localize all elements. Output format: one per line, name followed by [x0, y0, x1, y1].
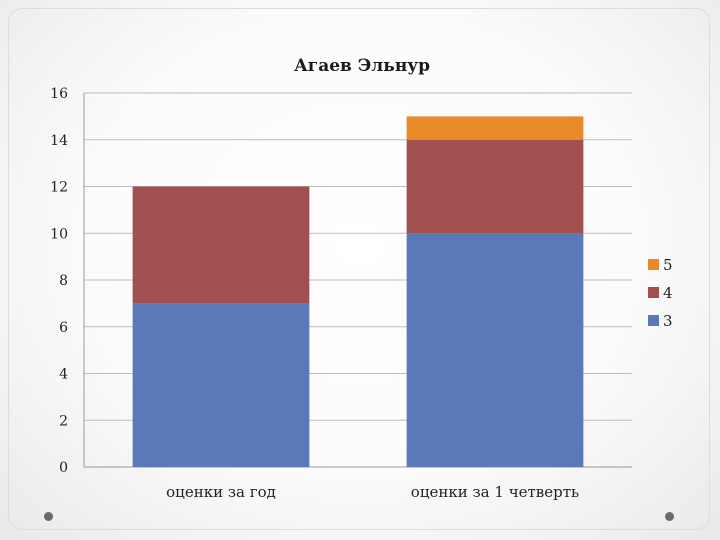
y-tick-label-6: 6	[59, 320, 68, 336]
legend-swatch-4	[648, 287, 659, 298]
y-tick-label-14: 14	[50, 133, 68, 149]
bars	[132, 116, 584, 467]
bar-0-series-4	[132, 186, 310, 304]
legend-swatch-3	[648, 315, 659, 326]
y-axis-ticks: 0 2 4 6 8 10 12 14 16	[50, 86, 68, 476]
legend-swatch-5	[648, 259, 659, 270]
category-label-0: оценки за год	[166, 483, 276, 501]
bar-1-series-5	[406, 116, 584, 140]
y-tick-label-4: 4	[59, 367, 68, 383]
category-label-1: оценки за 1 четверть	[411, 483, 579, 501]
bar-1-series-3	[406, 233, 584, 467]
legend-label-4: 4	[663, 284, 673, 302]
corner-dot-left	[44, 512, 53, 521]
corner-dot-right	[665, 512, 674, 521]
chart-title: Агаев Эльнур	[294, 56, 430, 76]
x-axis-categories: оценки за год оценки за 1 четверть	[166, 483, 579, 501]
bar-1-series-4	[406, 139, 584, 234]
y-tick-label-10: 10	[50, 226, 68, 242]
y-tick-label-2: 2	[59, 413, 68, 429]
y-tick-label-8: 8	[59, 273, 68, 289]
slide-frame	[8, 8, 710, 530]
legend-label-3: 3	[663, 312, 673, 330]
bar-0-series-3	[132, 303, 310, 467]
y-tick-label-16: 16	[50, 86, 68, 102]
legend: 5 4 3	[648, 256, 673, 330]
y-tick-label-12: 12	[50, 180, 68, 196]
y-tick-label-0: 0	[59, 460, 68, 476]
legend-label-5: 5	[663, 256, 673, 274]
